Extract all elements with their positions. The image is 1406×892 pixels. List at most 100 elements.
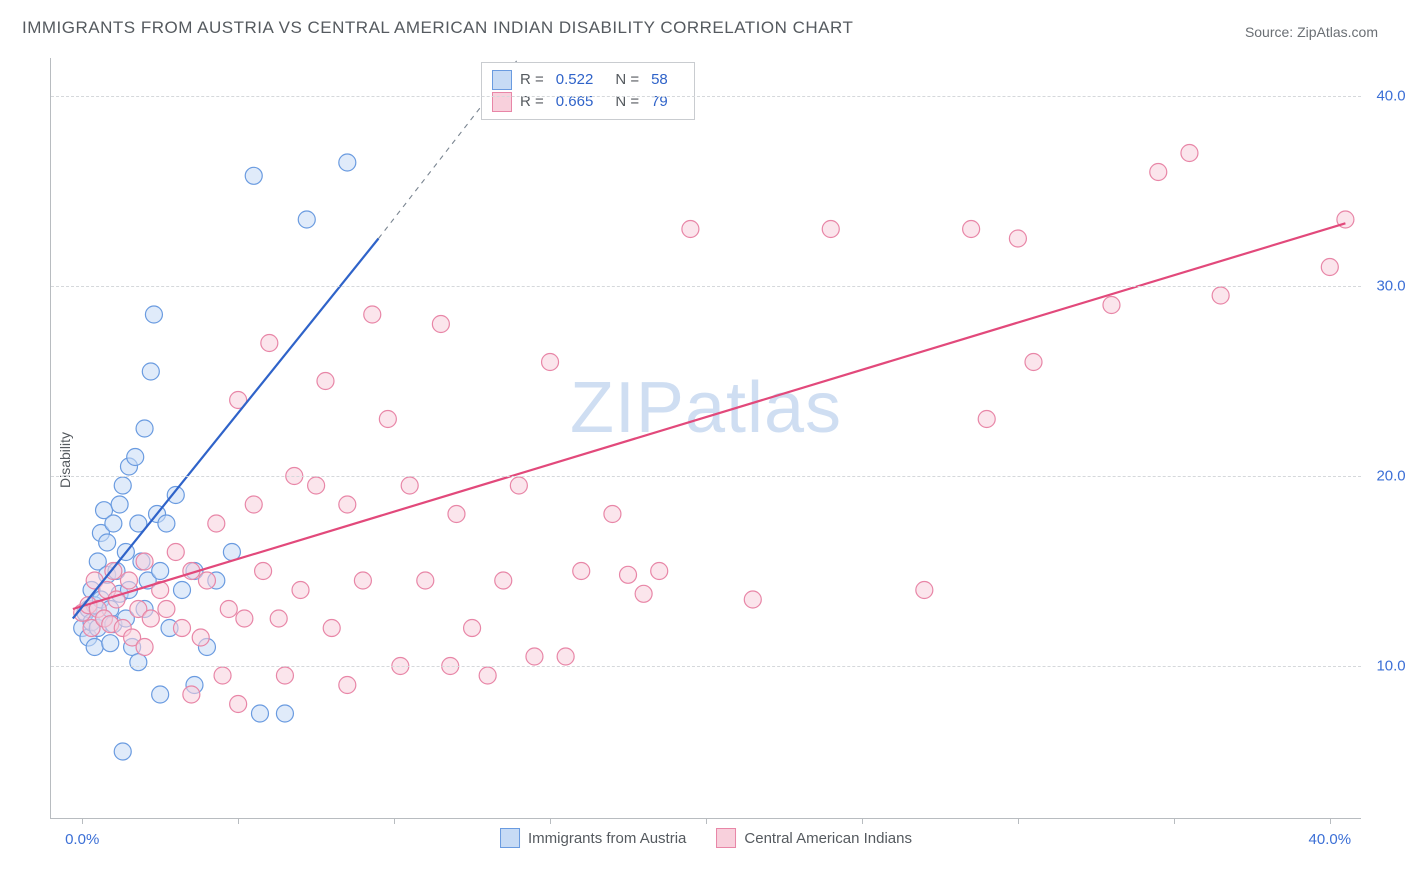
- data-point-austria: [298, 211, 315, 228]
- data-point-austria: [245, 167, 262, 184]
- data-point-cai: [542, 354, 559, 371]
- data-point-cai: [1212, 287, 1229, 304]
- stats-row-austria: R = 0.522 N = 58: [492, 69, 682, 91]
- data-point-cai: [604, 506, 621, 523]
- swatch-blue-icon: [500, 828, 520, 848]
- data-point-cai: [1181, 145, 1198, 162]
- data-point-cai: [916, 582, 933, 599]
- data-point-austria: [339, 154, 356, 171]
- data-point-cai: [120, 572, 137, 589]
- x-tick-mark: [238, 818, 239, 824]
- data-point-cai: [236, 610, 253, 627]
- data-point-cai: [1321, 259, 1338, 276]
- n-label: N =: [615, 69, 639, 91]
- r-label: R =: [520, 69, 544, 91]
- data-point-cai: [682, 221, 699, 238]
- trendline-austria: [73, 239, 379, 619]
- data-point-cai: [448, 506, 465, 523]
- data-point-austria: [130, 654, 147, 671]
- data-point-cai: [635, 585, 652, 602]
- swatch-blue-icon: [492, 70, 512, 90]
- data-point-cai: [317, 373, 334, 390]
- data-point-cai: [276, 667, 293, 684]
- data-point-cai: [354, 572, 371, 589]
- data-point-cai: [1103, 297, 1120, 314]
- data-point-cai: [479, 667, 496, 684]
- x-tick-mark: [394, 818, 395, 824]
- n-label-2: N =: [615, 91, 639, 113]
- data-point-cai: [822, 221, 839, 238]
- x-tick-label: 40.0%: [1309, 831, 1352, 848]
- plot-area: Disability ZIPatlas R = 0.522 N = 58 R =…: [50, 58, 1361, 819]
- data-point-austria: [152, 563, 169, 580]
- x-tick-mark: [706, 818, 707, 824]
- x-tick-mark: [1174, 818, 1175, 824]
- data-point-cai: [526, 648, 543, 665]
- gridline: [51, 666, 1361, 667]
- trendline-cai: [73, 223, 1346, 609]
- swatch-pink-icon: [716, 828, 736, 848]
- legend-label-austria: Immigrants from Austria: [528, 830, 686, 847]
- data-point-austria: [99, 534, 116, 551]
- data-point-cai: [339, 496, 356, 513]
- data-point-cai: [183, 686, 200, 703]
- gridline: [51, 476, 1361, 477]
- data-point-cai: [255, 563, 272, 580]
- data-point-cai: [573, 563, 590, 580]
- data-point-cai: [978, 411, 995, 428]
- data-point-cai: [308, 477, 325, 494]
- data-point-austria: [105, 515, 122, 532]
- x-tick-label: 0.0%: [65, 831, 99, 848]
- data-point-cai: [142, 610, 159, 627]
- data-point-cai: [230, 696, 247, 713]
- data-point-cai: [245, 496, 262, 513]
- n-value-cai: 79: [651, 91, 668, 113]
- data-point-cai: [1009, 230, 1026, 247]
- series-legend: Immigrants from Austria Central American…: [500, 828, 912, 848]
- chart-title: IMMIGRANTS FROM AUSTRIA VS CENTRAL AMERI…: [22, 18, 853, 38]
- x-tick-mark: [862, 818, 863, 824]
- data-point-cai: [136, 639, 153, 656]
- data-point-austria: [136, 420, 153, 437]
- data-point-austria: [158, 515, 175, 532]
- gridline: [51, 286, 1361, 287]
- data-point-austria: [86, 639, 103, 656]
- r-value-cai: 0.665: [556, 91, 594, 113]
- source-label: Source: ZipAtlas.com: [1245, 24, 1378, 40]
- stats-legend: R = 0.522 N = 58 R = 0.665 N = 79: [481, 62, 695, 120]
- data-point-austria: [174, 582, 191, 599]
- stats-row-cai: R = 0.665 N = 79: [492, 91, 682, 113]
- data-point-cai: [167, 544, 184, 561]
- data-point-cai: [136, 553, 153, 570]
- x-tick-mark: [1330, 818, 1331, 824]
- data-point-cai: [158, 601, 175, 618]
- data-point-cai: [379, 411, 396, 428]
- data-point-cai: [963, 221, 980, 238]
- data-point-cai: [744, 591, 761, 608]
- data-point-cai: [401, 477, 418, 494]
- r-value-austria: 0.522: [556, 69, 594, 91]
- data-point-austria: [127, 449, 144, 466]
- data-point-austria: [145, 306, 162, 323]
- data-point-cai: [198, 572, 215, 589]
- data-point-cai: [620, 566, 637, 583]
- data-point-cai: [557, 648, 574, 665]
- data-point-cai: [417, 572, 434, 589]
- data-point-austria: [111, 496, 128, 513]
- gridline: [51, 96, 1361, 97]
- legend-label-cai: Central American Indians: [744, 830, 912, 847]
- data-point-cai: [464, 620, 481, 637]
- data-point-cai: [651, 563, 668, 580]
- data-point-cai: [261, 335, 278, 352]
- data-point-cai: [208, 515, 225, 532]
- data-point-cai: [292, 582, 309, 599]
- legend-item-cai: Central American Indians: [716, 828, 912, 848]
- x-tick-mark: [1018, 818, 1019, 824]
- y-tick-label: 10.0%: [1376, 658, 1406, 675]
- data-point-cai: [339, 677, 356, 694]
- data-point-cai: [1150, 164, 1167, 181]
- data-point-cai: [1025, 354, 1042, 371]
- data-point-cai: [174, 620, 191, 637]
- data-point-austria: [251, 705, 268, 722]
- x-tick-mark: [550, 818, 551, 824]
